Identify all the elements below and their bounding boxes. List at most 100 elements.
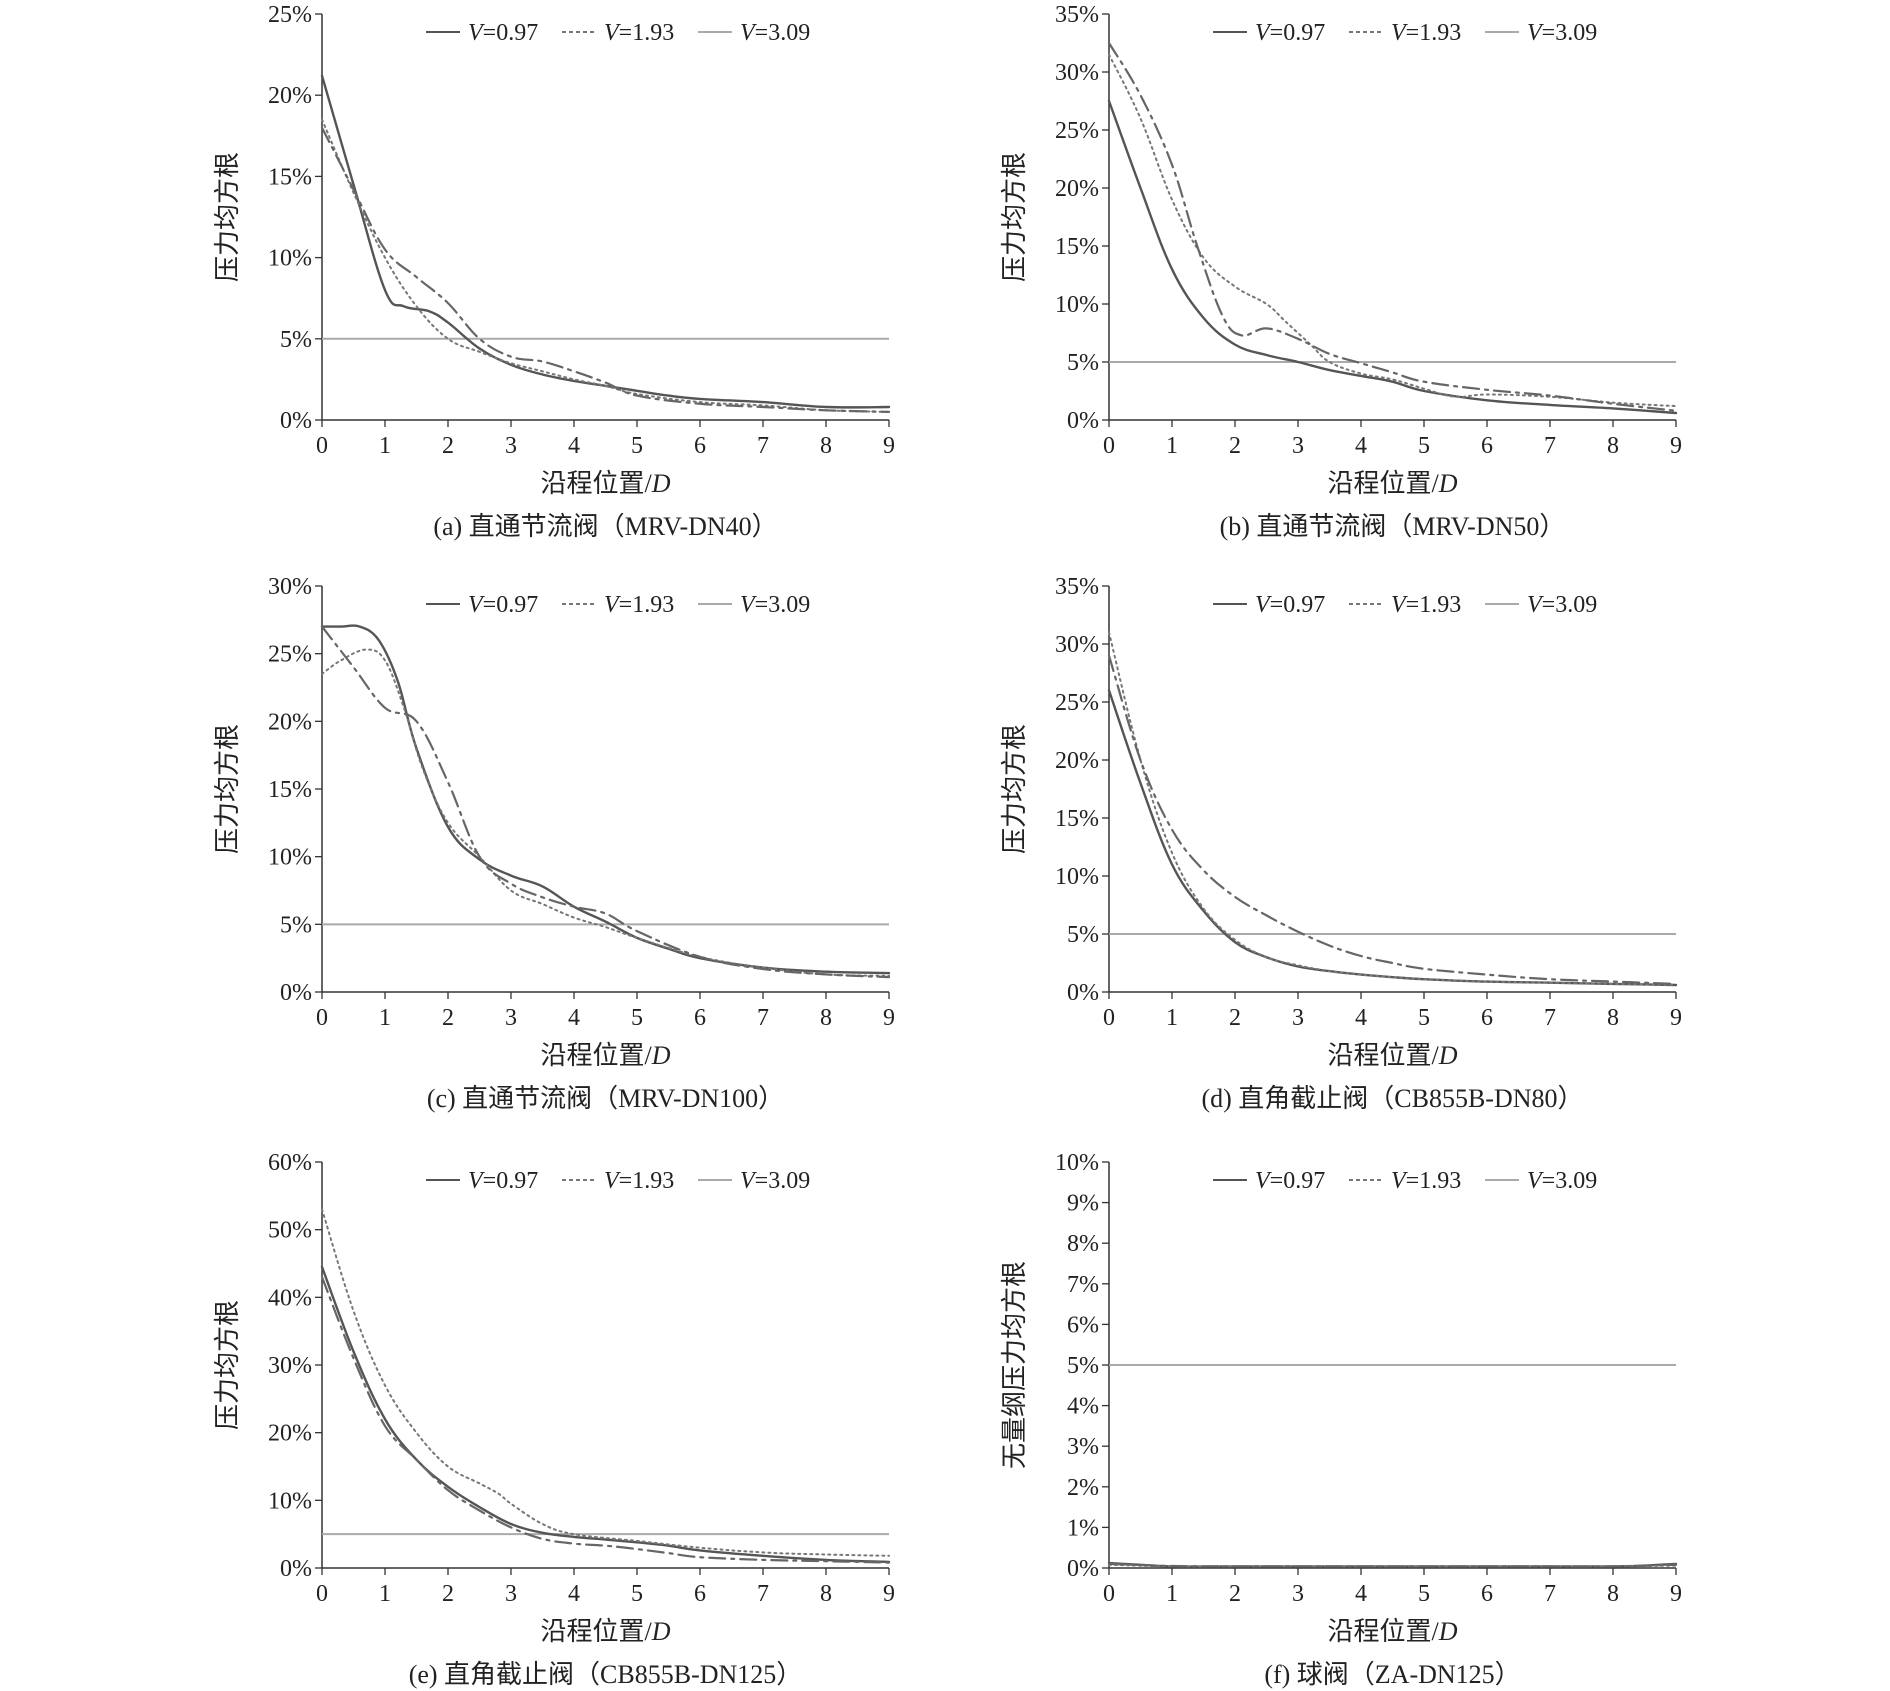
x-tick-label: 0 [1103, 433, 1115, 459]
panel-caption: (d) 直角截止阀（CB855B-DN80） [1201, 1084, 1583, 1113]
x-axis-label-var: D [1438, 1041, 1458, 1070]
chart-panel-c: 0%5%10%15%20%25%30%0 1 2 3 4 5 6 7 8 9V=0.97 V=1.9… [213, 574, 895, 1113]
x-axis-label: 沿程位置/D [540, 1041, 670, 1070]
y-tick-label: 30% [268, 1353, 312, 1379]
series-line-dashdot [1107, 41, 1678, 412]
x-tick-label: 0 [1103, 1005, 1115, 1031]
legend-label: V=3.09 [740, 592, 810, 618]
x-tick-label: 0 [316, 1005, 328, 1031]
x-tick-label: 2 [442, 1581, 454, 1607]
y-tick-label: 0% [280, 1556, 312, 1582]
x-tick-label: 8 [1607, 1005, 1619, 1031]
x-tick-label: 4 [1355, 433, 1367, 459]
x-tick-label: 2 [442, 1005, 454, 1031]
series-line-dashdot [320, 625, 891, 979]
x-axis-label-text: 沿程位置/ [540, 1041, 652, 1070]
x-tick-label: 7 [757, 1581, 769, 1607]
series-line-solid [320, 74, 891, 409]
y-tick-label: 5% [280, 327, 312, 353]
legend-var: V [1255, 20, 1272, 46]
y-tick-label: 0% [1067, 408, 1099, 434]
legend-value: =0.97 [483, 20, 539, 46]
legend-var: V [1391, 592, 1408, 618]
x-tick-label: 6 [1481, 1581, 1493, 1607]
y-tick-label: 10% [1055, 292, 1099, 318]
y-tick-label: 30% [268, 574, 312, 600]
y-tick-label: 25% [1055, 118, 1099, 144]
x-tick-label: 2 [442, 433, 454, 459]
legend-value: =0.97 [1270, 1168, 1326, 1194]
chart-panel-d: 0%5%10%15%20%25%30%35%0 1 2 3 4 5 6 7 8 9V=0.97 V=… [1000, 574, 1682, 1113]
legend-value: =1.93 [1406, 1168, 1462, 1194]
legend-label: V=0.97 [1255, 592, 1325, 618]
x-tick-label: 8 [820, 433, 832, 459]
x-axis-label-text: 沿程位置/ [540, 1617, 652, 1646]
x-tick-label: 0 [316, 1581, 328, 1607]
legend-var: V [1255, 592, 1272, 618]
legend-label: V=1.93 [1391, 20, 1461, 46]
panel-caption: (f) 球阀（ZA-DN125） [1264, 1660, 1520, 1689]
legend-value: =0.97 [1270, 20, 1326, 46]
legend-label: V=3.09 [1527, 1168, 1597, 1194]
legend-value: =3.09 [755, 20, 811, 46]
x-tick-label: 3 [505, 1005, 517, 1031]
x-tick-label: 4 [1355, 1005, 1367, 1031]
legend-value: =1.93 [619, 1168, 675, 1194]
y-tick-label: 0% [1067, 980, 1099, 1006]
x-tick-label: 2 [1229, 1005, 1241, 1031]
legend-value: =1.93 [1406, 592, 1462, 618]
legend-label: V=0.97 [468, 20, 538, 46]
x-tick-label: 1 [379, 433, 391, 459]
x-axis-label-var: D [651, 1041, 671, 1070]
x-tick-label: 1 [379, 1005, 391, 1031]
y-tick-label: 25% [268, 642, 312, 668]
x-tick-label: 2 [1229, 1581, 1241, 1607]
x-tick-label: 9 [883, 433, 895, 459]
x-tick-label: 7 [1544, 433, 1556, 459]
x-tick-label: 2 [1229, 433, 1241, 459]
legend-var: V [468, 1168, 485, 1194]
legend-label: V=0.97 [1255, 20, 1325, 46]
series-line-dashdot [1107, 1562, 1678, 1568]
x-axis-label: 沿程位置/D [1327, 1041, 1457, 1070]
legend-value: =1.93 [619, 20, 675, 46]
y-tick-label: 15% [268, 777, 312, 803]
x-tick-label: 5 [1418, 433, 1430, 459]
y-tick-label: 15% [1055, 806, 1099, 832]
legend-var: V [1391, 1168, 1408, 1194]
panel-caption: (c) 直通节流阀（MRV-DN100） [427, 1084, 784, 1113]
legend-var: V [740, 20, 757, 46]
x-tick-label: 4 [568, 433, 580, 459]
panel-caption: (a) 直通节流阀（MRV-DN40） [433, 512, 777, 541]
y-tick-label: 15% [268, 164, 312, 190]
y-axis-label: 压力均方根 [1000, 724, 1030, 854]
y-tick-label: 35% [1055, 574, 1099, 600]
x-tick-label: 3 [1292, 1005, 1304, 1031]
y-tick-label: 20% [268, 709, 312, 735]
x-tick-label: 6 [694, 1005, 706, 1031]
y-tick-label: 10% [1055, 1150, 1099, 1176]
y-tick-label: 3% [1067, 1434, 1099, 1460]
x-tick-label: 5 [1418, 1005, 1430, 1031]
x-tick-label: 6 [1481, 433, 1493, 459]
legend-label: V=3.09 [740, 1168, 810, 1194]
legend-var: V [1255, 1168, 1272, 1194]
y-tick-label: 40% [268, 1285, 312, 1311]
legend-var: V [1527, 1168, 1544, 1194]
legend-var: V [468, 592, 485, 618]
x-axis-label-text: 沿程位置/ [1327, 1617, 1439, 1646]
legend-value: =1.93 [619, 592, 675, 618]
x-axis-label-text: 沿程位置/ [540, 469, 652, 498]
y-tick-label: 4% [1067, 1394, 1099, 1420]
legend-var: V [604, 20, 621, 46]
x-axis-label-var: D [1438, 469, 1458, 498]
series-line-dotted [321, 648, 890, 977]
chart-panel-a: 0%5%10%15%20%25%0 1 2 3 4 5 6 7 8 9V=0.97 V=1.93 V=… [213, 2, 895, 541]
y-axis-label: 压力均方根 [1000, 152, 1030, 282]
y-tick-label: 1% [1067, 1515, 1099, 1541]
y-tick-label: 10% [268, 1488, 312, 1514]
chart-panel-b: 0%5%10%15%20%25%30%35%0 1 2 3 4 5 6 7 8 9V=0.97 V=… [1000, 2, 1682, 541]
y-tick-label: 20% [1055, 748, 1099, 774]
series-line-dotted [321, 118, 890, 413]
y-tick-label: 20% [1055, 176, 1099, 202]
